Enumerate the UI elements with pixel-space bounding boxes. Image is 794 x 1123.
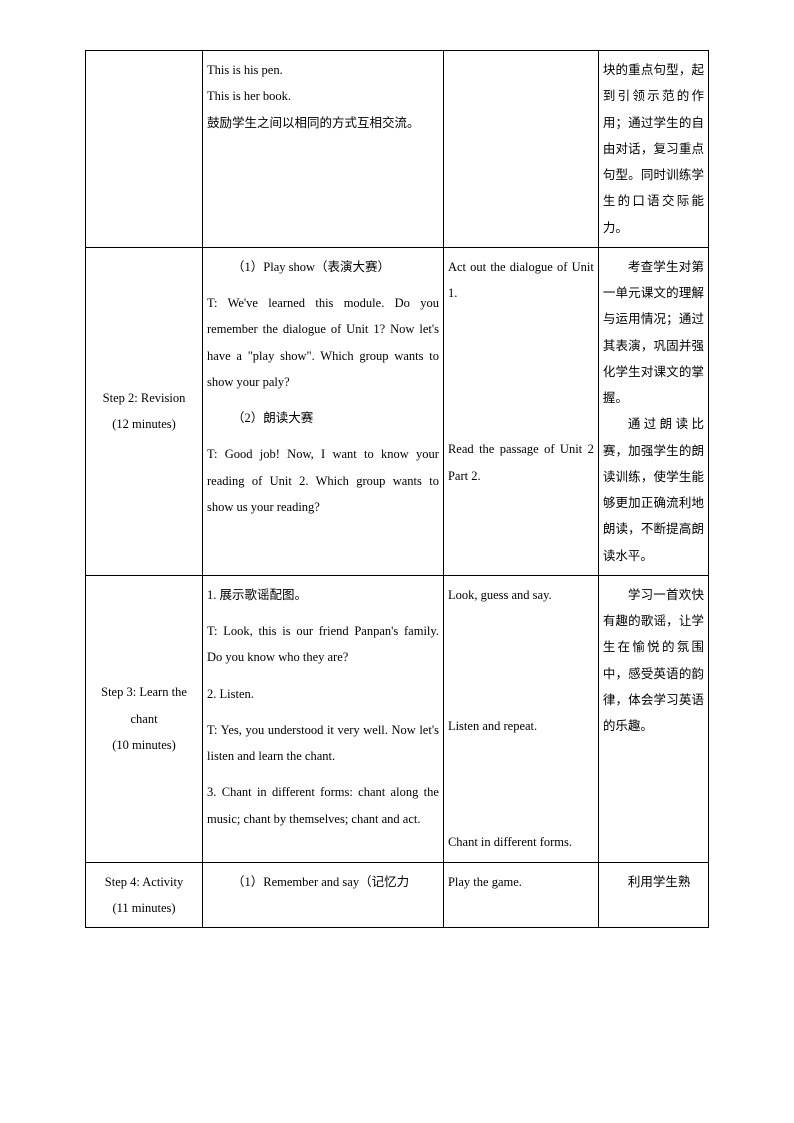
table-row: This is his pen. This is her book. 鼓励学生之… — [86, 51, 709, 248]
student-activity-cell — [443, 51, 598, 248]
student-activity-text: Look, guess and say. — [448, 582, 594, 608]
text-block: 块的重点句型，起到引领示范的作用；通过学生的自由对话，复习重点句型。同时训练学生… — [603, 57, 704, 241]
activity-text: 3. Chant in different forms: chant along… — [207, 779, 439, 832]
step-cell: Step 3: Learn the chant (10 minutes) — [86, 575, 203, 862]
table-row: Step 4: Activity (11 minutes) （1）Remembe… — [86, 862, 709, 928]
purpose-cell: 考查学生对第一单元课文的理解与运用情况；通过其表演，巩固并强化学生对课文的掌握。… — [598, 247, 708, 575]
activity-title: （1）Play show（表演大赛） — [207, 254, 439, 280]
table-row: Step 2: Revision (12 minutes) （1）Play sh… — [86, 247, 709, 575]
table-row: Step 3: Learn the chant (10 minutes) 1. … — [86, 575, 709, 862]
student-activity-cell: Act out the dialogue of Unit 1. Read the… — [443, 247, 598, 575]
teacher-activity-cell: （1）Remember and say（记忆力 — [203, 862, 444, 928]
purpose-cell: 块的重点句型，起到引领示范的作用；通过学生的自由对话，复习重点句型。同时训练学生… — [598, 51, 708, 248]
student-activity-cell: Look, guess and say. Listen and repeat. … — [443, 575, 598, 862]
step-duration: (10 minutes) — [90, 732, 198, 758]
student-activity-text: Act out the dialogue of Unit 1. — [448, 254, 594, 307]
text-line: This is her book. — [207, 83, 439, 109]
purpose-text: 考查学生对第一单元课文的理解与运用情况；通过其表演，巩固并强化学生对课文的掌握。 — [603, 254, 704, 412]
step-title: Step 3: Learn the — [90, 679, 198, 705]
step-duration: (11 minutes) — [90, 895, 198, 921]
activity-text: T: Good job! Now, I want to know your re… — [207, 441, 439, 520]
teacher-activity-cell: 1. 展示歌谣配图。 T: Look, this is our friend P… — [203, 575, 444, 862]
purpose-text: 利用学生熟 — [603, 869, 704, 895]
student-activity-text: Listen and repeat. — [448, 713, 594, 739]
purpose-text: 学习一首欢快有趣的歌谣，让学生在愉悦的氛围中，感受英语的韵律，体会学习英语的乐趣… — [603, 582, 704, 740]
activity-text: T: We've learned this module. Do you rem… — [207, 290, 439, 395]
activity-title: 2. Listen. — [207, 681, 439, 707]
step-cell: Step 2: Revision (12 minutes) — [86, 247, 203, 575]
purpose-text: 通过朗读比赛，加强学生的朗读训练，使学生能够更加正确流利地朗读，不断提高朗读水平… — [603, 411, 704, 569]
purpose-cell: 学习一首欢快有趣的歌谣，让学生在愉悦的氛围中，感受英语的韵律，体会学习英语的乐趣… — [598, 575, 708, 862]
step-duration: (12 minutes) — [90, 411, 198, 437]
activity-title: 1. 展示歌谣配图。 — [207, 582, 439, 608]
student-activity-text: Chant in different forms. — [448, 829, 594, 855]
activity-title: （2）朗读大赛 — [207, 405, 439, 431]
step-title: chant — [90, 706, 198, 732]
teacher-activity-cell: This is his pen. This is her book. 鼓励学生之… — [203, 51, 444, 248]
step-title: Step 4: Activity — [90, 869, 198, 895]
lesson-plan-table: This is his pen. This is her book. 鼓励学生之… — [85, 50, 709, 928]
teacher-activity-cell: （1）Play show（表演大赛） T: We've learned this… — [203, 247, 444, 575]
student-activity-text: Read the passage of Unit 2 Part 2. — [448, 436, 594, 489]
activity-text: T: Look, this is our friend Panpan's fam… — [207, 618, 439, 671]
step-cell — [86, 51, 203, 248]
purpose-cell: 利用学生熟 — [598, 862, 708, 928]
text-line: 鼓励学生之间以相同的方式互相交流。 — [207, 110, 439, 136]
activity-text: T: Yes, you understood it very well. Now… — [207, 717, 439, 770]
activity-title: （1）Remember and say（记忆力 — [207, 869, 439, 895]
step-cell: Step 4: Activity (11 minutes) — [86, 862, 203, 928]
text-line: This is his pen. — [207, 57, 439, 83]
step-title: Step 2: Revision — [90, 385, 198, 411]
student-activity-cell: Play the game. — [443, 862, 598, 928]
student-activity-text: Play the game. — [448, 869, 594, 895]
